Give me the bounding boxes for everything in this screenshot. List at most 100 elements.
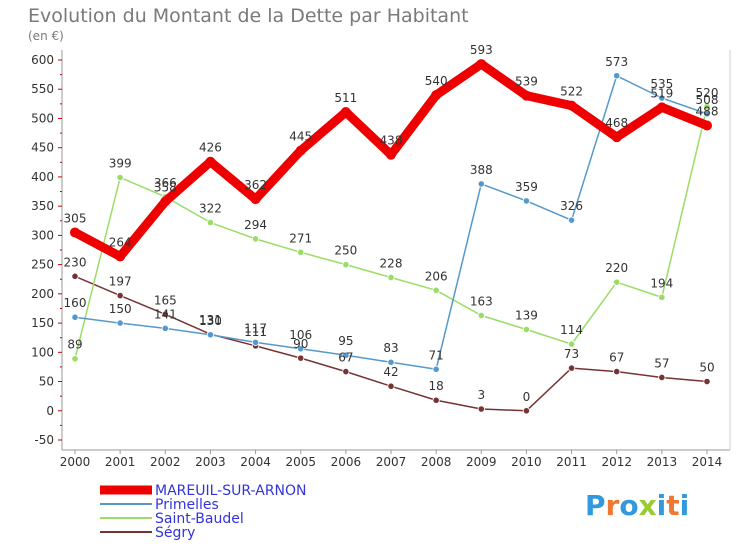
data-point	[161, 324, 169, 332]
data-point	[251, 338, 260, 346]
legend-label: Ségry	[155, 525, 195, 541]
data-point	[160, 196, 171, 207]
data-point	[567, 216, 576, 224]
x-tick-label: 2012	[601, 455, 632, 469]
x-tick-label: 2007	[376, 455, 407, 469]
data-point	[387, 358, 395, 366]
data-point	[432, 396, 440, 404]
x-tick-label: 2014	[692, 455, 723, 469]
data-label: 90	[293, 337, 308, 351]
data-label: 522	[560, 85, 583, 99]
data-label: 42	[383, 365, 398, 379]
data-point	[613, 72, 621, 80]
data-point	[116, 291, 124, 300]
data-point	[477, 405, 485, 413]
data-label: 3	[477, 388, 485, 402]
data-point	[477, 311, 485, 320]
data-point	[71, 355, 79, 363]
data-point	[613, 367, 621, 376]
data-point	[431, 90, 442, 101]
data-label: 57	[654, 356, 669, 370]
data-label: 593	[470, 43, 493, 57]
data-label: 89	[67, 338, 82, 352]
legend-label: Primelles	[155, 497, 219, 513]
data-label: 362	[244, 178, 267, 192]
logo-text: Proxiti	[585, 489, 689, 522]
y-tick-label: -50	[34, 433, 54, 447]
data-point	[522, 197, 531, 205]
y-tick-label: 50	[39, 375, 54, 389]
data-point	[658, 94, 666, 102]
data-label: 67	[338, 351, 353, 365]
data-point	[567, 340, 576, 348]
series-lines	[70, 59, 712, 415]
data-label: 326	[560, 199, 583, 213]
data-label: 366	[154, 176, 177, 190]
data-point	[250, 194, 261, 205]
data-point	[387, 382, 395, 390]
y-tick-label: 150	[31, 316, 54, 330]
chart-title: Evolution du Montant de la Dette par Hab…	[28, 5, 469, 27]
data-point	[342, 351, 350, 359]
data-point	[522, 407, 531, 415]
data-point	[71, 313, 79, 321]
data-label: 139	[515, 309, 538, 323]
data-label: 488	[696, 104, 719, 118]
y-tick-label: 350	[31, 199, 54, 213]
data-label: 150	[109, 302, 132, 316]
data-label: 117	[244, 321, 267, 335]
data-point	[205, 156, 216, 167]
data-point	[567, 364, 576, 372]
data-labels: 305 264 358 426 362 445 511 438 540 593 539 522 468 5…	[64, 43, 719, 404]
data-label: 114	[560, 323, 583, 337]
data-point	[521, 90, 532, 101]
data-label: 573	[605, 55, 628, 69]
data-label: 540	[425, 74, 448, 88]
data-point	[297, 248, 305, 256]
data-label: 73	[564, 347, 579, 361]
data-point	[116, 319, 124, 327]
series-line-0	[70, 59, 712, 261]
x-tick-label: 2002	[150, 455, 181, 469]
data-point	[116, 173, 124, 182]
y-tick-label: 450	[31, 141, 54, 155]
axes: -500501001502002503003504004505005506002…	[31, 50, 731, 469]
data-label: 95	[338, 334, 353, 348]
data-label: 230	[64, 255, 87, 269]
data-label: 228	[380, 256, 403, 270]
data-point	[295, 145, 306, 156]
data-label: 322	[199, 202, 222, 216]
y-tick-label: 500	[31, 111, 54, 125]
data-point	[251, 235, 260, 243]
data-point	[611, 132, 622, 143]
data-point	[340, 107, 351, 118]
data-label: 539	[515, 75, 538, 89]
x-tick-label: 2003	[195, 455, 226, 469]
x-tick-label: 2004	[240, 455, 271, 469]
data-label: 250	[334, 244, 357, 258]
x-tick-label: 2008	[421, 455, 452, 469]
data-label: 294	[244, 218, 267, 232]
data-label: 399	[109, 157, 132, 171]
data-label: 359	[515, 180, 538, 194]
x-tick-label: 2010	[511, 455, 542, 469]
data-label: 131	[199, 313, 222, 327]
data-point	[658, 373, 666, 382]
data-label: 194	[650, 276, 673, 290]
data-point	[656, 102, 667, 113]
y-tick-label: 200	[31, 287, 54, 301]
data-label: 165	[154, 293, 177, 307]
x-tick-label: 2013	[647, 455, 678, 469]
data-point	[476, 59, 487, 70]
data-point	[703, 377, 711, 386]
x-tick-label: 2000	[60, 455, 91, 469]
x-tick-label: 2009	[466, 455, 497, 469]
x-tick-label: 2006	[331, 455, 362, 469]
y-tick-label: 0	[46, 404, 54, 418]
y-tick-label: 250	[31, 258, 54, 272]
data-label: 511	[334, 91, 357, 105]
data-point	[432, 365, 440, 373]
data-point	[522, 325, 531, 334]
data-label: 438	[380, 134, 403, 148]
